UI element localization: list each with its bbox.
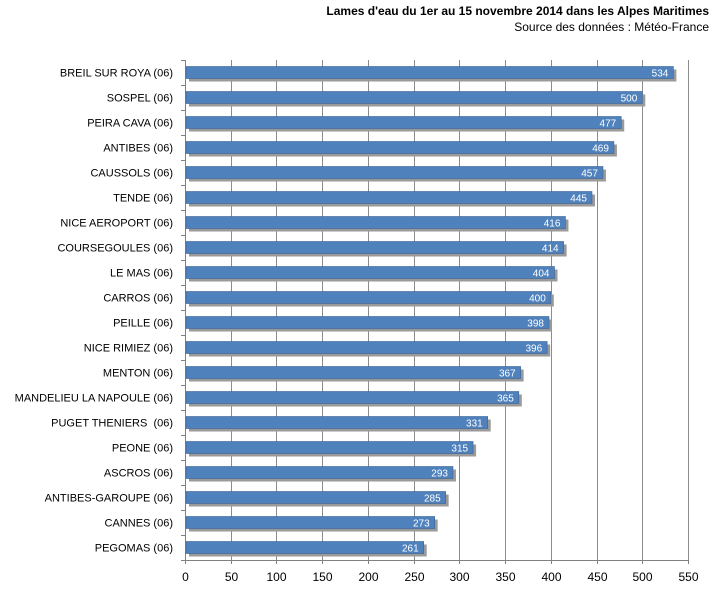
category-label: ANTIBES-GAROUPE (06) bbox=[45, 493, 173, 505]
data-label: 414 bbox=[542, 244, 559, 255]
bar bbox=[185, 66, 674, 79]
bar bbox=[185, 491, 446, 504]
data-label: 285 bbox=[424, 494, 441, 505]
bar bbox=[185, 316, 550, 329]
bar bbox=[185, 191, 593, 204]
category-label: TENDE (06) bbox=[113, 193, 173, 205]
x-tick-label: 0 bbox=[182, 570, 189, 584]
bar bbox=[185, 91, 643, 104]
x-tick-label: 300 bbox=[449, 570, 469, 584]
category-label: NICE AEROPORT (06) bbox=[60, 218, 173, 230]
bar bbox=[185, 366, 521, 379]
bar bbox=[185, 291, 552, 304]
data-label: 469 bbox=[592, 144, 609, 155]
chart-subtitle: Source des données : Météo-France bbox=[514, 20, 709, 34]
x-tick-label: 350 bbox=[495, 570, 515, 584]
x-tick-label: 500 bbox=[632, 570, 652, 584]
data-label: 365 bbox=[497, 394, 514, 405]
bar bbox=[185, 216, 566, 229]
category-label: PEILLE (06) bbox=[113, 318, 173, 330]
category-label: LE MAS (06) bbox=[110, 268, 173, 280]
data-label: 404 bbox=[533, 269, 550, 280]
category-label: NICE RIMIEZ (06) bbox=[84, 343, 173, 355]
bar bbox=[185, 341, 548, 354]
bar bbox=[185, 166, 604, 179]
data-label: 396 bbox=[525, 344, 542, 355]
data-label: 398 bbox=[527, 319, 544, 330]
bar bbox=[185, 416, 489, 429]
data-label: 416 bbox=[544, 219, 561, 230]
x-tick-label: 550 bbox=[678, 570, 698, 584]
bar bbox=[185, 241, 564, 254]
category-label: ANTIBES (06) bbox=[103, 143, 173, 155]
category-label: ASCROS (06) bbox=[104, 468, 173, 480]
bar bbox=[185, 266, 555, 279]
category-label: PEONE (06) bbox=[112, 443, 173, 455]
bar bbox=[185, 116, 622, 129]
bar bbox=[185, 541, 424, 554]
bar bbox=[185, 391, 520, 404]
x-tick-label: 50 bbox=[225, 570, 239, 584]
data-label: 273 bbox=[413, 519, 430, 530]
data-label: 477 bbox=[600, 119, 617, 130]
x-tick-label: 400 bbox=[541, 570, 561, 584]
bar bbox=[185, 441, 474, 454]
data-label: 445 bbox=[570, 194, 587, 205]
bar bbox=[185, 516, 435, 529]
category-label: PEGOMAS (06) bbox=[95, 543, 173, 555]
category-label: SOSPEL (06) bbox=[107, 93, 173, 105]
x-tick-label: 250 bbox=[404, 570, 424, 584]
category-label: CANNES (06) bbox=[105, 518, 173, 530]
data-label: 400 bbox=[529, 294, 546, 305]
category-label: MANDELIEU LA NAPOULE (06) bbox=[15, 393, 173, 405]
data-label: 534 bbox=[652, 69, 669, 80]
data-label: 367 bbox=[499, 369, 516, 380]
category-label: MENTON (06) bbox=[103, 368, 173, 380]
x-tick-label: 200 bbox=[358, 570, 378, 584]
x-tick-label: 450 bbox=[587, 570, 607, 584]
data-label: 293 bbox=[431, 469, 448, 480]
data-label: 331 bbox=[466, 419, 483, 430]
category-label: PUGET THENIERS (06) bbox=[51, 418, 173, 430]
data-label: 457 bbox=[581, 169, 598, 180]
data-label: 261 bbox=[402, 544, 419, 555]
category-label: BREIL SUR ROYA (06) bbox=[60, 68, 173, 80]
chart-title: Lames d'eau du 1er au 15 novembre 2014 d… bbox=[326, 4, 709, 18]
bar bbox=[185, 141, 615, 154]
data-label: 500 bbox=[621, 94, 638, 105]
x-tick-label: 150 bbox=[312, 570, 332, 584]
category-label: CAUSSOLS (06) bbox=[90, 168, 173, 180]
data-label: 315 bbox=[451, 444, 468, 455]
category-label: COURSEGOULES (06) bbox=[57, 243, 173, 255]
category-label: CARROS (06) bbox=[103, 293, 173, 305]
category-label: PEIRA CAVA (06) bbox=[87, 118, 173, 130]
x-tick-label: 100 bbox=[266, 570, 286, 584]
bar bbox=[185, 466, 454, 479]
